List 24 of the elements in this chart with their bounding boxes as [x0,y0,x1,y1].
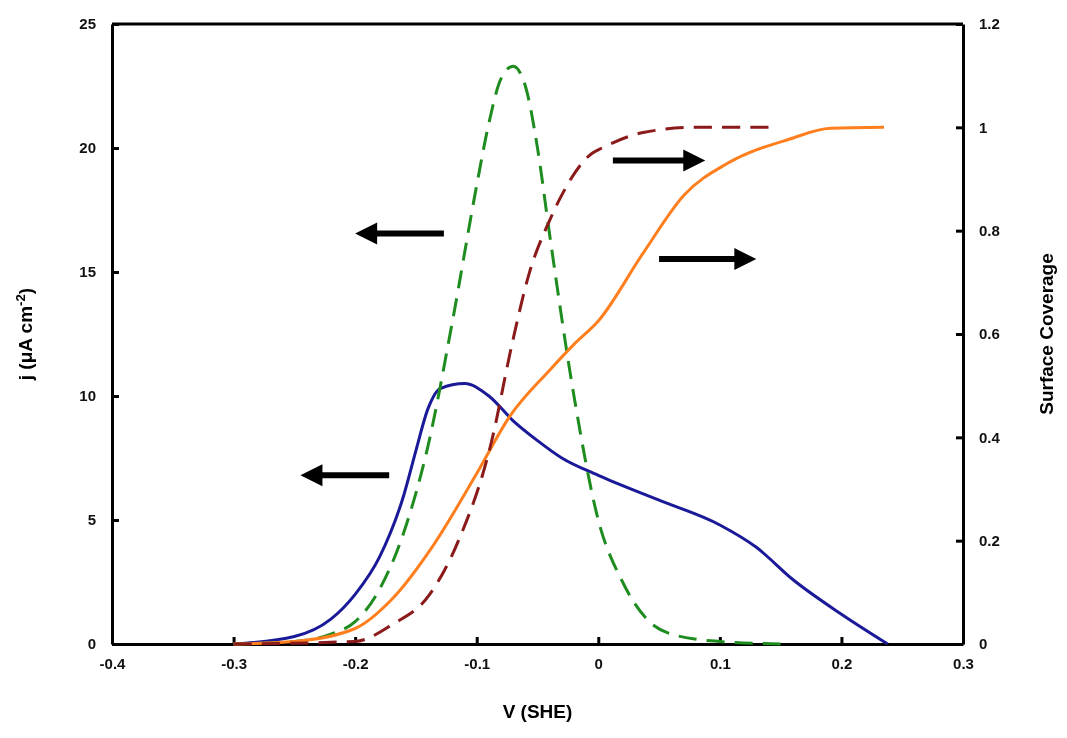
y2-tick-label: 1.2 [979,15,1000,33]
y-tick-label: 0 [87,635,96,653]
y2-tick-label: 1 [979,118,988,136]
y2-axis-title: Surface Coverage [1036,253,1057,415]
x-tick-label: 0.3 [953,654,974,672]
line-series [232,382,890,646]
y2-tick-label: 0.6 [979,325,1000,343]
x-tick-label: 0.2 [831,654,853,672]
y-tick-label: 10 [79,387,96,405]
y-tick-label: 5 [87,511,96,529]
y-tick-label: 15 [79,263,96,281]
x-tick-label: 0.1 [709,654,731,672]
y-tick-label: 25 [79,15,96,33]
y-tick-label: 20 [79,139,96,157]
x-axis-title: V (SHE) [502,701,573,722]
x-tick-label: -0.4 [99,654,127,672]
y2-tick-label: 0.8 [979,221,1000,239]
y2-tick-label: 0.2 [979,531,1000,549]
x-tick-label: 0 [594,654,603,672]
y2-tick-label: 0 [979,635,988,653]
x-tick-label: -0.2 [342,654,369,672]
x-tick-label: -0.1 [464,654,491,672]
y2-tick-label: 0.4 [979,428,1001,446]
x-tick-label: -0.3 [221,654,247,672]
